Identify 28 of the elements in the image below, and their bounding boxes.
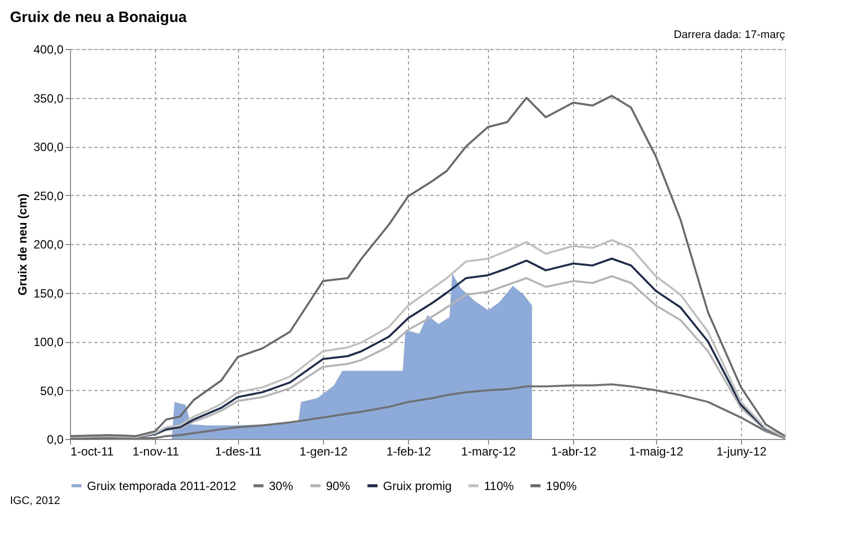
x-tick-label: 1-gen-12 — [299, 444, 348, 458]
y-tick-label: 400,0 — [33, 42, 64, 56]
x-tick-label: 1-abr-12 — [551, 444, 597, 458]
x-tick-label: 1-nov-11 — [132, 444, 180, 458]
legend-label: 110% — [484, 478, 514, 493]
y-tick-label: 350,0 — [33, 91, 64, 106]
y-tick-label: 300,0 — [33, 140, 64, 154]
legend-label: Gruix promig — [383, 478, 452, 493]
y-tick-label: 100,0 — [33, 335, 64, 349]
x-tick-label: 1-des-11 — [215, 444, 262, 458]
legend-label: Gruix temporada 2011-2012 — [87, 478, 237, 493]
y-tick-label: 150,0 — [33, 286, 64, 300]
legend-label: 190% — [546, 478, 578, 493]
y-tick-label: 200,0 — [33, 238, 64, 252]
x-tick-label: 1-maig-12 — [629, 444, 684, 458]
x-tick-label: 1-març-12 — [461, 444, 516, 458]
legend-label: 30% — [269, 478, 294, 493]
legend-label: 90% — [326, 478, 350, 493]
text: Darrera dada: 17-març — [674, 29, 786, 41]
x-tick-label: 1-oct-11 — [70, 444, 114, 458]
y-axis-title: Gruix de neu (cm) — [15, 193, 30, 296]
y-tick-label: 0,0 — [46, 432, 64, 446]
x-tick-label: 1-juny-12 — [716, 444, 767, 458]
chart-title: Gruix de neu a Bonaigua — [10, 9, 188, 26]
y-tick-label: 250,0 — [33, 188, 64, 203]
text: IGC, 2012 — [10, 495, 60, 507]
y-tick-label: 50,0 — [40, 384, 64, 398]
x-tick-label: 1-feb-12 — [386, 444, 432, 458]
